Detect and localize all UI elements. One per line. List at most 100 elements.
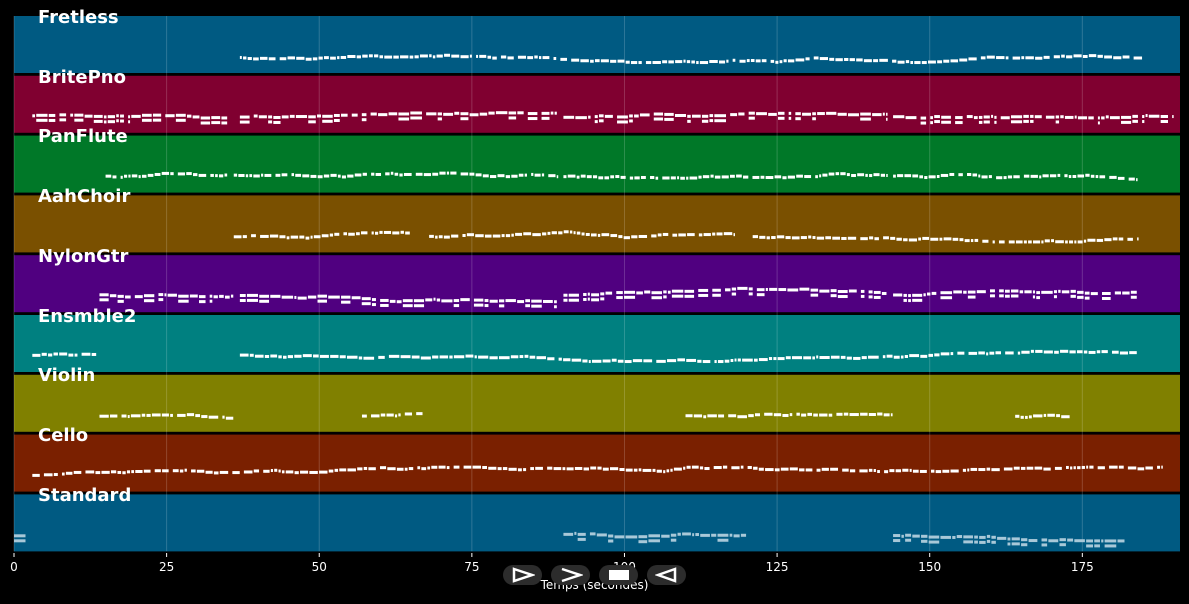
note	[341, 113, 348, 117]
note	[589, 532, 596, 536]
note	[976, 290, 986, 294]
note	[849, 469, 856, 473]
note	[903, 293, 907, 297]
note	[274, 468, 278, 472]
note	[379, 230, 383, 234]
note	[950, 352, 954, 356]
note	[810, 288, 819, 292]
note	[147, 173, 154, 177]
note	[131, 174, 138, 178]
note	[361, 297, 371, 301]
note	[963, 535, 973, 539]
note	[73, 470, 82, 474]
note	[1097, 54, 1103, 58]
note	[713, 466, 722, 470]
note	[936, 174, 940, 178]
note	[934, 115, 940, 119]
note	[848, 289, 857, 293]
note	[974, 535, 978, 539]
note	[553, 57, 557, 61]
note	[583, 292, 587, 296]
note	[437, 117, 442, 121]
note	[517, 300, 525, 304]
note	[393, 55, 399, 59]
note	[651, 296, 662, 300]
note	[1032, 240, 1041, 244]
note	[746, 59, 750, 63]
note	[443, 112, 454, 116]
note	[846, 173, 850, 177]
note	[624, 295, 636, 299]
note	[653, 117, 664, 121]
note	[629, 119, 633, 123]
note	[172, 469, 179, 473]
note	[737, 358, 741, 362]
note	[616, 296, 623, 300]
note	[340, 55, 347, 59]
note	[860, 289, 865, 293]
stop-button[interactable]	[599, 565, 638, 585]
play-button[interactable]	[503, 565, 542, 585]
note	[808, 235, 812, 239]
note	[983, 120, 990, 124]
note	[691, 114, 701, 118]
note	[426, 112, 437, 116]
note	[317, 299, 327, 303]
note	[378, 355, 385, 359]
note	[586, 175, 592, 179]
x-tick-label: 75	[464, 560, 480, 574]
note	[718, 414, 725, 418]
note	[804, 175, 812, 179]
note	[1101, 296, 1111, 300]
note	[1015, 240, 1023, 244]
stop-icon	[608, 570, 629, 580]
note	[308, 115, 316, 119]
note	[587, 292, 590, 296]
note	[787, 288, 799, 292]
track-lane	[14, 374, 1180, 432]
note	[716, 232, 723, 236]
note	[594, 115, 598, 119]
note	[717, 533, 729, 537]
note	[840, 355, 846, 359]
note	[691, 465, 699, 469]
note	[402, 304, 413, 308]
note	[991, 114, 994, 118]
note	[259, 299, 270, 303]
note	[281, 115, 289, 119]
note	[1007, 542, 1011, 546]
note	[1137, 237, 1139, 241]
note	[677, 532, 681, 536]
note	[563, 293, 568, 297]
forward-button[interactable]	[551, 565, 590, 585]
note	[161, 413, 169, 417]
track-label-ensmble2: Ensmble2	[38, 306, 137, 327]
note	[444, 53, 451, 57]
note	[671, 289, 684, 293]
note	[776, 235, 785, 239]
note	[380, 466, 387, 470]
note	[65, 471, 73, 475]
note	[868, 295, 873, 299]
note	[785, 236, 791, 240]
note	[882, 355, 886, 359]
note	[698, 293, 709, 297]
note	[208, 415, 219, 419]
note	[1136, 178, 1138, 182]
note	[143, 469, 151, 473]
note	[291, 173, 295, 177]
note	[795, 112, 801, 116]
note	[874, 237, 879, 241]
note	[436, 298, 441, 302]
note	[940, 291, 953, 295]
note	[542, 232, 547, 236]
note	[816, 355, 819, 359]
note	[501, 234, 505, 238]
note	[507, 56, 514, 60]
note	[912, 298, 923, 302]
note	[652, 61, 661, 65]
note	[869, 174, 873, 178]
note	[1090, 292, 1098, 296]
rewind-button[interactable]	[647, 565, 686, 585]
note	[1086, 544, 1094, 548]
